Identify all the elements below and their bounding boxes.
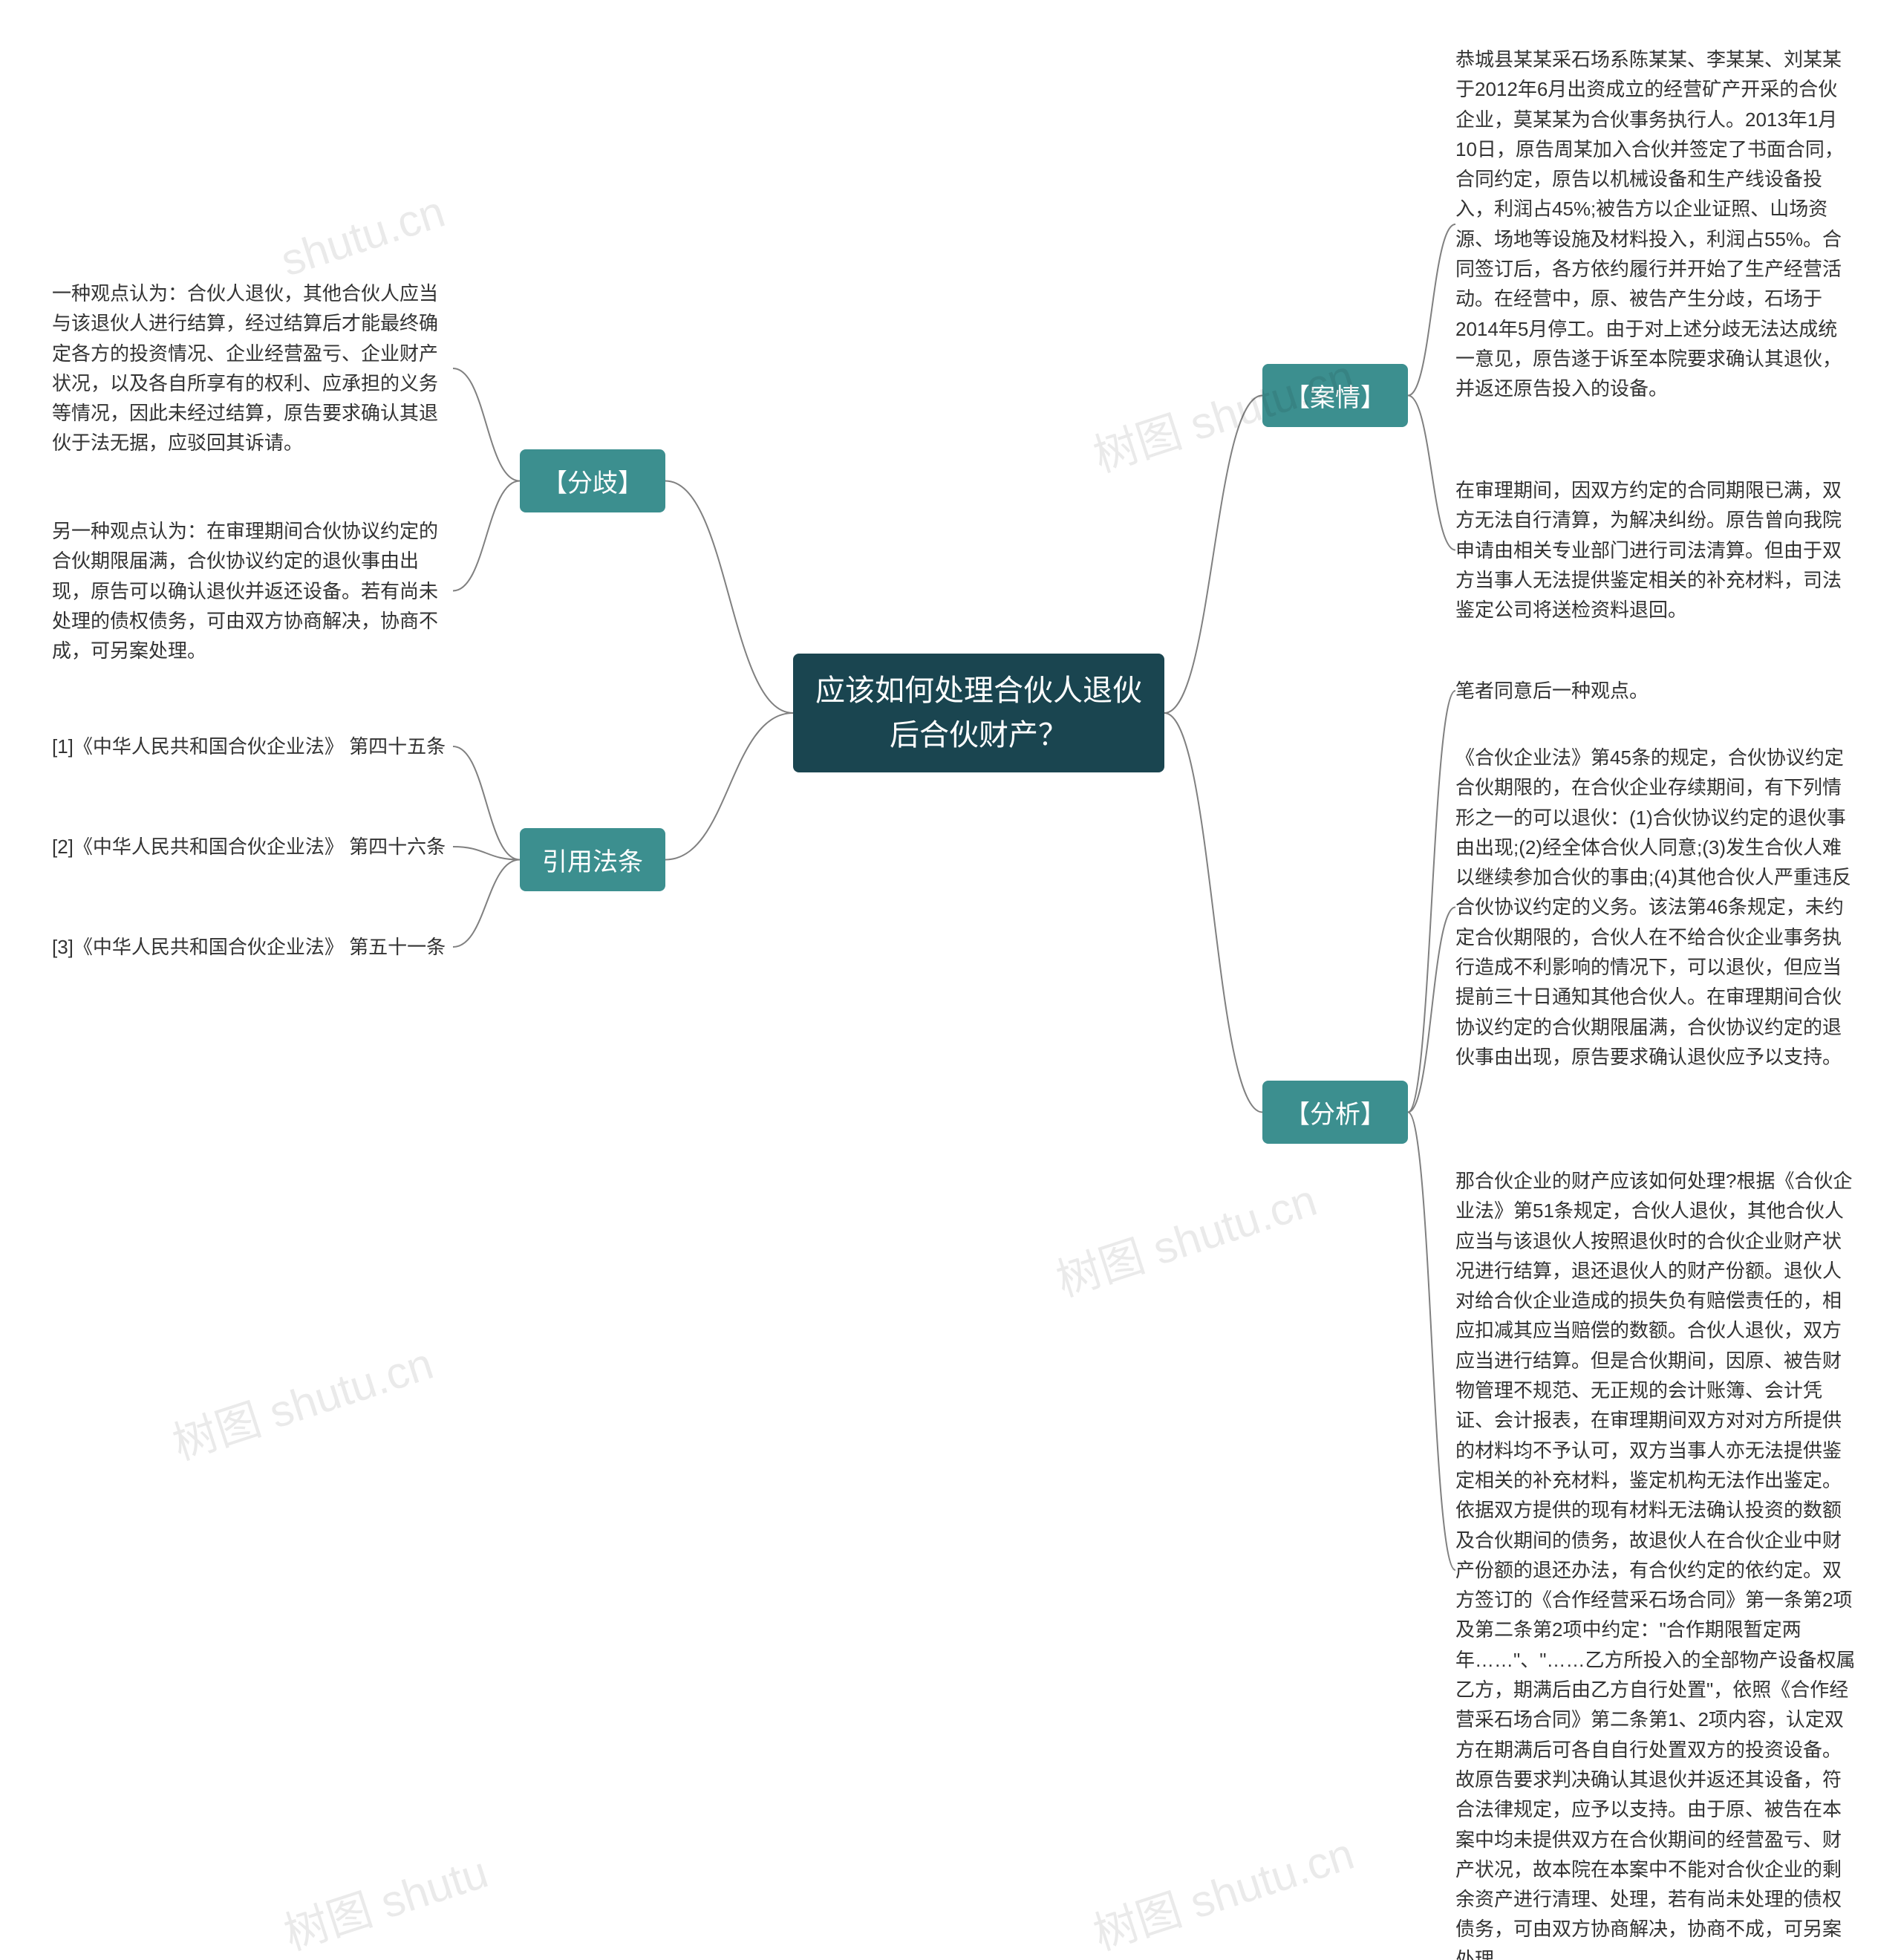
leaf-analysis-3: 那合伙企业的财产应该如何处理?根据《合伙企业法》第51条规定，合伙人退伙，其他合… — [1455, 1166, 1856, 1960]
watermark: 树图 shutu — [275, 1836, 495, 1960]
leaf-dispute-2-text: 另一种观点认为：在审理期间合伙协议约定的合伙期限届满，合伙协议约定的退伙事由出现… — [52, 516, 453, 665]
leaf-case-1-text: 恭城县某某采石场系陈某某、李某某、刘某某于2012年6月出资成立的经营矿产开采的… — [1455, 45, 1856, 404]
watermark: shutu.cn — [275, 186, 451, 287]
watermark: 树图 shutu.cn — [163, 1328, 440, 1473]
leaf-analysis-1-text: 笔者同意后一种观点。 — [1455, 676, 1649, 706]
leaf-analysis-2: 《合伙企业法》第45条的规定，合伙协议约定合伙期限的，在合伙企业存续期间，有下列… — [1455, 743, 1856, 1072]
branch-dispute: 【分歧】 — [520, 449, 665, 512]
leaf-law-3-text: [3]《中华人民共和国合伙企业法》 第五十一条 — [52, 932, 446, 962]
watermark: 树图 shutu.cn — [1047, 1165, 1324, 1309]
leaf-law-1-text: [1]《中华人民共和国合伙企业法》 第四十五条 — [52, 732, 446, 761]
root-label: 应该如何处理合伙人退伙后合伙财产？ — [814, 668, 1144, 758]
leaf-law-2-text: [2]《中华人民共和国合伙企业法》 第四十六条 — [52, 832, 446, 862]
leaf-dispute-2: 另一种观点认为：在审理期间合伙协议约定的合伙期限届满，合伙协议约定的退伙事由出现… — [52, 516, 453, 665]
leaf-dispute-1: 一种观点认为：合伙人退伙，其他合伙人应当与该退伙人进行结算，经过结算后才能最终确… — [52, 279, 453, 458]
branch-laws: 引用法条 — [520, 828, 665, 891]
leaf-dispute-1-text: 一种观点认为：合伙人退伙，其他合伙人应当与该退伙人进行结算，经过结算后才能最终确… — [52, 279, 453, 458]
leaf-analysis-3-text: 那合伙企业的财产应该如何处理?根据《合伙企业法》第51条规定，合伙人退伙，其他合… — [1455, 1166, 1856, 1960]
branch-case: 【案情】 — [1262, 364, 1408, 427]
branch-analysis: 【分析】 — [1262, 1081, 1408, 1144]
leaf-case-2: 在审理期间，因双方约定的合同期限已满，双方无法自行清算，为解决纠纷。原告曾向我院… — [1455, 475, 1856, 625]
leaf-law-2: [2]《中华人民共和国合伙企业法》 第四十六条 — [52, 832, 453, 862]
leaf-analysis-2-text: 《合伙企业法》第45条的规定，合伙协议约定合伙期限的，在合伙企业存续期间，有下列… — [1455, 743, 1856, 1072]
branch-dispute-label: 【分歧】 — [542, 463, 643, 499]
mindmap-canvas: 应该如何处理合伙人退伙后合伙财产？ 【案情】 【分析】 【分歧】 引用法条 恭城… — [0, 0, 1901, 1960]
branch-laws-label: 引用法条 — [542, 841, 643, 878]
branch-analysis-label: 【分析】 — [1285, 1094, 1386, 1130]
leaf-law-1: [1]《中华人民共和国合伙企业法》 第四十五条 — [52, 732, 453, 761]
root-node: 应该如何处理合伙人退伙后合伙财产？ — [793, 654, 1164, 772]
branch-case-label: 【案情】 — [1285, 377, 1386, 414]
watermark: 树图 shutu.cn — [1084, 1818, 1361, 1960]
leaf-law-3: [3]《中华人民共和国合伙企业法》 第五十一条 — [52, 932, 453, 962]
leaf-case-2-text: 在审理期间，因双方约定的合同期限已满，双方无法自行清算，为解决纠纷。原告曾向我院… — [1455, 475, 1856, 625]
leaf-case-1: 恭城县某某采石场系陈某某、李某某、刘某某于2012年6月出资成立的经营矿产开采的… — [1455, 45, 1856, 404]
leaf-analysis-1: 笔者同意后一种观点。 — [1455, 676, 1856, 706]
